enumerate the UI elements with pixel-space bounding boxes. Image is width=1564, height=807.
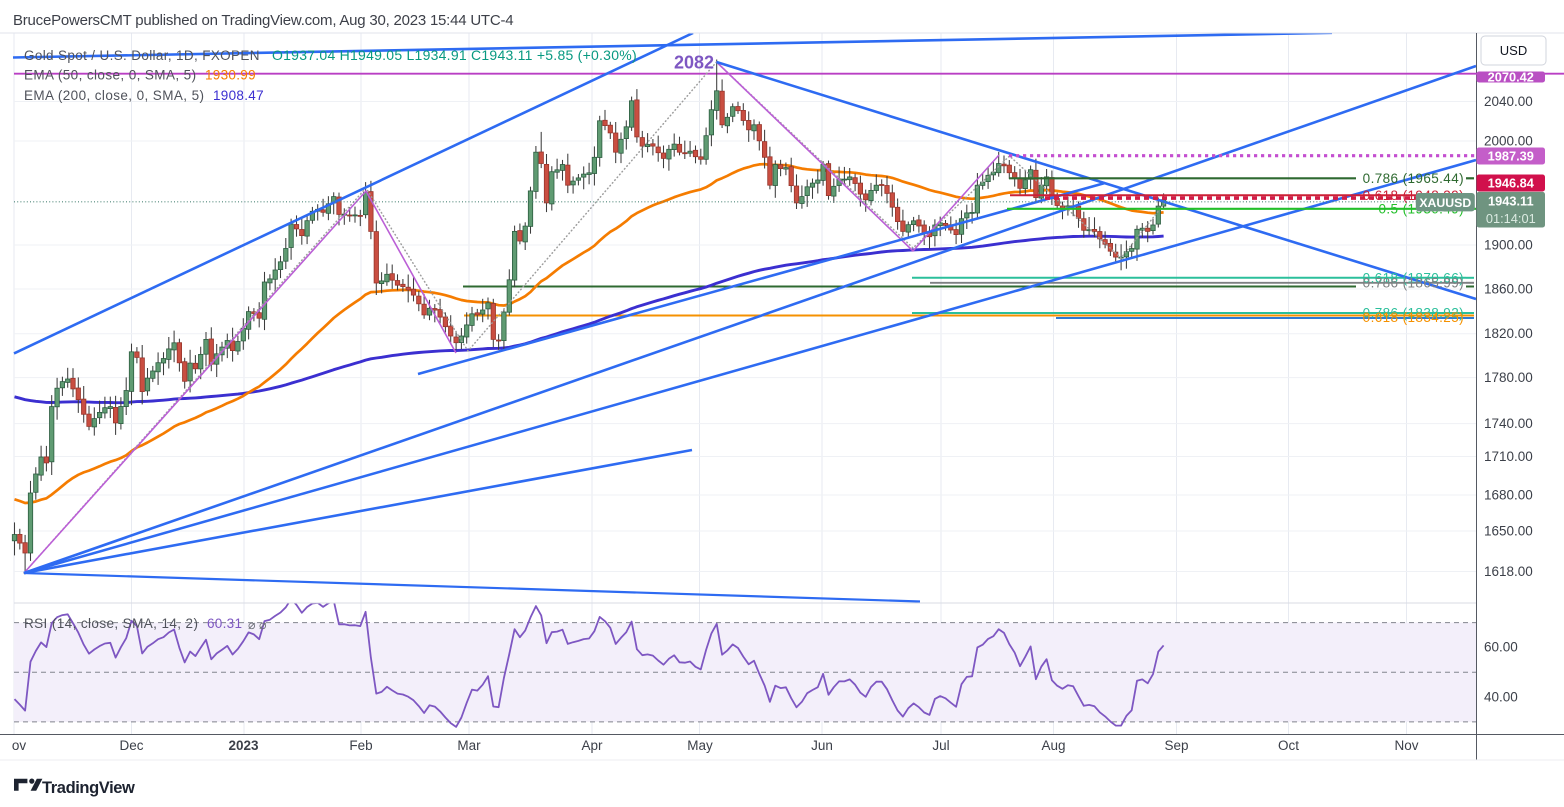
svg-text:01:14:01: 01:14:01 (1486, 211, 1536, 226)
svg-text:May: May (687, 738, 713, 753)
svg-text:EMA (200, close, 0, SMA, 5): EMA (200, close, 0, SMA, 5) (24, 88, 204, 103)
svg-text:1740.00: 1740.00 (1484, 416, 1533, 431)
svg-text:⌀ ⌀: ⌀ ⌀ (248, 618, 267, 632)
svg-text:1908.47: 1908.47 (213, 88, 264, 103)
svg-text:0.786 (1865.99): 0.786 (1865.99) (1363, 275, 1464, 290)
svg-text:BrucePowersCMT published on Tr: BrucePowersCMT published on TradingView.… (13, 12, 513, 29)
svg-text:0.786 (1838.92): 0.786 (1838.92) (1363, 306, 1464, 321)
svg-text:1930.99: 1930.99 (205, 68, 256, 83)
svg-text:Dec: Dec (119, 738, 143, 753)
svg-text:1946.84: 1946.84 (1488, 176, 1535, 191)
svg-text:1820.00: 1820.00 (1484, 326, 1533, 341)
svg-text:2000.00: 2000.00 (1484, 134, 1533, 149)
svg-text:Sep: Sep (1164, 738, 1188, 753)
svg-text:0.786 (1965.44): 0.786 (1965.44) (1363, 171, 1464, 186)
svg-text:Oct: Oct (1278, 738, 1299, 753)
svg-text:Gold Spot / U.S. Dollar, 1D, F: Gold Spot / U.S. Dollar, 1D, FXOPEN (24, 48, 260, 63)
svg-text:TradingView: TradingView (42, 779, 135, 797)
svg-text:1943.11: 1943.11 (1488, 193, 1534, 208)
svg-text:Nov: Nov (1394, 738, 1418, 753)
svg-text:2023: 2023 (228, 738, 259, 753)
svg-text:2082: 2082 (674, 53, 714, 73)
svg-text:0.618 (1870.66): 0.618 (1870.66) (1363, 270, 1464, 285)
svg-text:1680.00: 1680.00 (1484, 488, 1533, 503)
svg-text:ov: ov (12, 738, 27, 753)
svg-text:1780.00: 1780.00 (1484, 370, 1533, 385)
svg-text:EMA (50, close, 0, SMA, 5): EMA (50, close, 0, SMA, 5) (24, 68, 196, 83)
svg-text:1618.00: 1618.00 (1484, 564, 1533, 579)
svg-text:Jun: Jun (811, 738, 833, 753)
svg-text:0.618 (1834.25): 0.618 (1834.25) (1363, 310, 1464, 325)
svg-text:1710.00: 1710.00 (1484, 449, 1533, 464)
svg-text:Mar: Mar (457, 738, 481, 753)
svg-text:RSI (14, close, SMA, 14, 2): RSI (14, close, SMA, 14, 2) (24, 616, 198, 631)
svg-text:Jul: Jul (932, 738, 949, 753)
svg-text:2070.42: 2070.42 (1488, 70, 1534, 85)
svg-text:Apr: Apr (581, 738, 603, 753)
svg-text:XAUUSD: XAUUSD (1419, 196, 1471, 210)
svg-text:1650.00: 1650.00 (1484, 524, 1533, 539)
svg-text:60.31: 60.31 (207, 616, 242, 631)
svg-text:40.00: 40.00 (1484, 690, 1518, 705)
svg-text:60.00: 60.00 (1484, 640, 1518, 655)
svg-text:Aug: Aug (1041, 738, 1065, 753)
svg-text:O1937.04 H1949.05 L1934.91: O1937.04 H1949.05 L1934.91 C1943.11 +5.8… (272, 47, 637, 63)
svg-text:Feb: Feb (349, 738, 372, 753)
svg-text:1987.39: 1987.39 (1488, 149, 1534, 164)
svg-text:1860.00: 1860.00 (1484, 282, 1533, 297)
svg-text:2040.00: 2040.00 (1484, 94, 1533, 109)
svg-text:1900.00: 1900.00 (1484, 238, 1533, 253)
svg-text:USD: USD (1500, 43, 1527, 58)
